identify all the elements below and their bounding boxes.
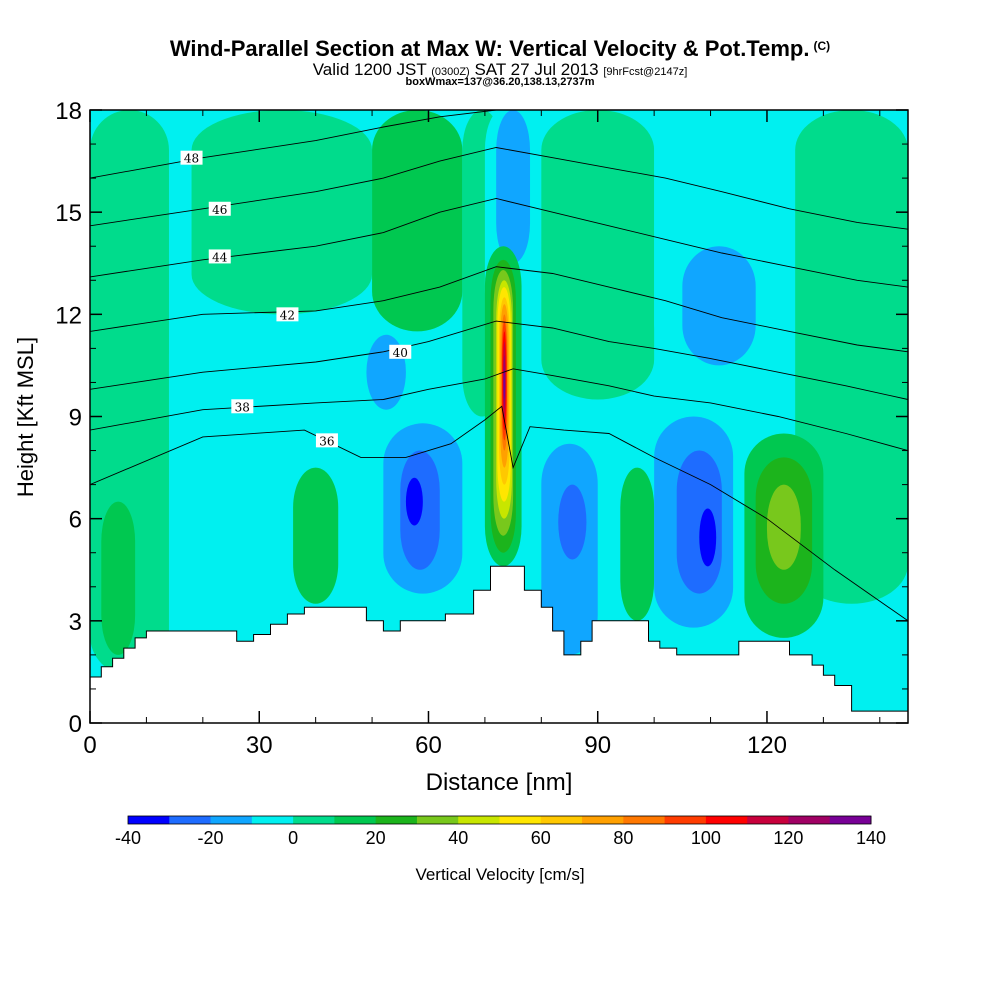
velocity-cell — [766, 484, 801, 570]
colorbar-swatch — [499, 816, 542, 824]
velocity-cell — [620, 467, 655, 621]
forecast-info: [9hrFcst@2147z] — [603, 66, 688, 78]
colorbar-frame — [127, 815, 872, 825]
theta-contour-40 — [90, 320, 908, 400]
colorbar-label: Vertical Velocity [cm/s] — [415, 865, 584, 884]
theta-label-box — [231, 399, 254, 414]
valid-date: SAT 27 Jul 2013 — [474, 60, 599, 79]
y-tick-label: 15 — [55, 200, 82, 227]
y-tick-label: 9 — [69, 405, 82, 432]
y-tick-label: 12 — [55, 302, 82, 329]
theta-label-box — [208, 201, 231, 216]
terrain-surface — [90, 565, 908, 723]
theta-contour-46 — [90, 147, 908, 230]
velocity-cell — [405, 477, 423, 526]
colorbar-swatch — [582, 816, 624, 824]
velocity-cell — [191, 110, 373, 315]
colorbar-tick-label: 140 — [856, 828, 886, 848]
theta-label-box — [180, 150, 203, 165]
theta-label-box — [208, 249, 231, 264]
theta-label-box — [276, 307, 299, 322]
colorbar-swatch — [128, 816, 170, 824]
terrain — [90, 565, 908, 723]
velocity-cell — [503, 368, 506, 400]
colorbar-tick-label: 0 — [288, 828, 298, 848]
colorbar-tick-label: 60 — [531, 828, 551, 848]
y-tick-label: 6 — [69, 507, 82, 534]
colorbar-swatch — [747, 816, 789, 824]
x-tick-label: 120 — [747, 732, 787, 759]
velocity-cell — [496, 110, 531, 264]
theta-contour-42 — [90, 266, 908, 353]
colorbar-swatch — [416, 816, 459, 824]
theta-label: 40 — [393, 346, 408, 360]
theta-label: 44 — [212, 250, 228, 264]
theta-label-box — [315, 433, 338, 448]
theta-label: 42 — [280, 308, 295, 322]
contour-labels: 36 38 40 42 44 46 48 — [180, 150, 412, 448]
theta-label: 38 — [235, 400, 250, 414]
x-axis-label: Distance [nm] — [426, 769, 573, 796]
colorbar-swatch — [540, 816, 583, 824]
title-mark: (C) — [813, 39, 831, 53]
chart-title-text: Wind-Parallel Section at Max W: Vertical… — [169, 36, 810, 61]
y-tick-label: 3 — [69, 609, 82, 636]
colorbar: -40 -20 0 20 40 60 80 100 120 140 — [115, 815, 886, 848]
theta-label-box — [389, 344, 412, 359]
theta-label: 46 — [212, 203, 227, 217]
y-tick-label: 18 — [55, 98, 82, 125]
chart-title: Wind-Parallel Section at Max W: Vertical… — [0, 36, 1000, 62]
x-tick-label: 30 — [246, 732, 273, 759]
y-axis-label: Height [Kft MSL] — [13, 337, 38, 497]
velocity-cell — [168, 314, 418, 451]
colorbar-swatch — [664, 816, 707, 824]
theta-label: 36 — [319, 434, 334, 448]
theta-label: 48 — [184, 152, 199, 166]
colorbar-tick-label: 20 — [366, 828, 386, 848]
colorbar-tick-label: -40 — [115, 828, 141, 848]
colorbar-swatch — [251, 816, 294, 824]
colorbar-swatch — [623, 816, 666, 824]
colorbar-tick-label: -20 — [198, 828, 224, 848]
x-tick-label: 0 — [83, 732, 96, 759]
colorbar-swatch — [334, 816, 377, 824]
colorbar-swatch — [375, 816, 418, 824]
colorbar-swatch — [210, 816, 253, 824]
theta-contour-36 — [90, 405, 908, 622]
colorbar-swatch — [169, 816, 212, 824]
colorbar-swatch — [829, 816, 872, 824]
valid-utc: (0300Z) — [431, 66, 470, 78]
colorbar-swatch — [458, 816, 500, 824]
velocity-cell — [699, 508, 717, 567]
colorbar-swatch — [293, 816, 335, 824]
colorbar-tick-label: 80 — [613, 828, 633, 848]
y-tick-label: 0 — [69, 711, 82, 738]
velocity-cell — [682, 246, 756, 366]
colorbar-swatch — [788, 816, 831, 824]
velocity-cell — [101, 501, 136, 655]
chart-subtitle: Valid 1200 JST (0300Z) SAT 27 Jul 2013 [… — [0, 60, 1000, 80]
valid-prefix: Valid 1200 JST — [312, 60, 427, 79]
colorbar-tick-label: 40 — [448, 828, 468, 848]
colorbar-tick-label: 100 — [691, 828, 721, 848]
velocity-cell — [293, 467, 339, 604]
velocity-cell — [558, 484, 587, 560]
colorbar-swatch — [705, 816, 748, 824]
colorbar-tick-label: 120 — [773, 828, 803, 848]
box-info: boxWmax=137@36.20,138.13,2737m — [405, 76, 595, 88]
x-tick-label: 90 — [584, 732, 611, 759]
theta-contour-38 — [90, 368, 908, 452]
x-tick-label: 60 — [415, 732, 442, 759]
velocity-cell — [541, 110, 655, 400]
theta-contour-44 — [90, 198, 908, 288]
